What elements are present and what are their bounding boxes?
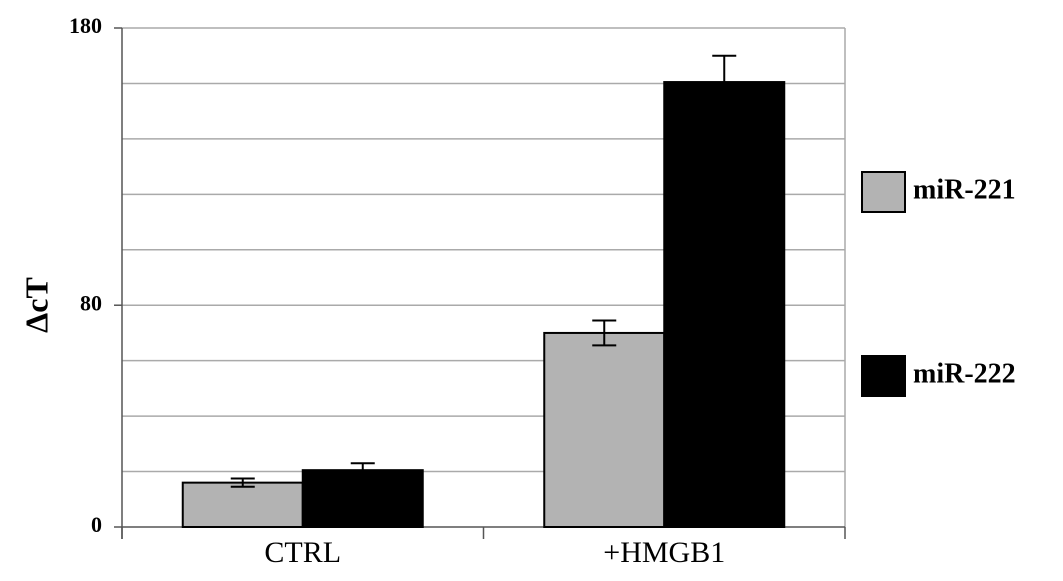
y-tick-label: 180 — [69, 13, 102, 38]
y-tick-label: 0 — [91, 512, 102, 537]
error-bar — [592, 319, 617, 347]
legend-label: miR-221 — [913, 174, 1016, 205]
error-bar — [350, 462, 375, 479]
error-bar — [230, 477, 255, 488]
y-axis-label: ΔcT — [18, 277, 54, 333]
legend-swatch — [861, 171, 906, 213]
legend-swatch — [861, 355, 906, 397]
bar — [543, 331, 666, 529]
x-tick-label: +HMGB1 — [603, 536, 725, 569]
x-tick-label: CTRL — [264, 536, 341, 569]
error-bar — [712, 54, 737, 110]
bar — [663, 81, 786, 529]
bar — [181, 481, 304, 528]
bar — [301, 469, 424, 528]
y-tick-label: 80 — [80, 290, 102, 315]
legend-label: miR-222 — [913, 358, 1016, 389]
